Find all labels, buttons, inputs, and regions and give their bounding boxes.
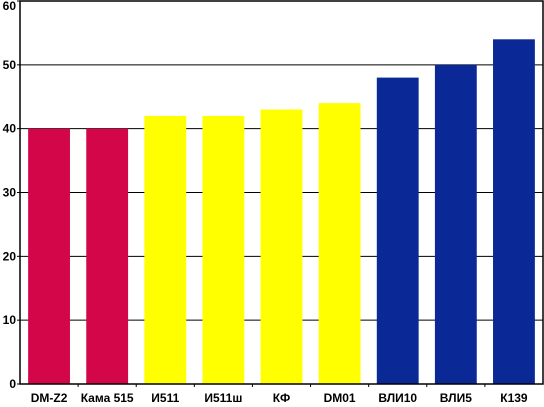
x-tick-label: И511ш <box>204 391 242 405</box>
bar <box>202 115 245 385</box>
x-axis-ticks: DM-Z2 Кама 515 И511 И511ш КФ DM01 ВЛИ10 ВЛИ5 К13… <box>31 384 528 405</box>
y-axis-ticks: 0 10 20 30 40 50 60 <box>3 0 20 391</box>
bar <box>434 64 477 384</box>
bar <box>318 103 361 384</box>
bar <box>86 128 129 384</box>
x-tick-label: Кама 515 <box>81 391 134 405</box>
x-tick-label: ВЛИ5 <box>440 391 472 405</box>
bar <box>493 39 535 385</box>
y-tick-label: 10 <box>3 313 17 327</box>
y-tick-label: 50 <box>3 58 17 72</box>
x-tick-label: DM01 <box>324 391 356 405</box>
bar <box>376 77 419 384</box>
y-tick-label: 20 <box>3 249 17 263</box>
y-tick-label: 0 <box>9 377 16 391</box>
bars <box>28 39 535 385</box>
x-tick-label: ВЛИ10 <box>378 391 417 405</box>
bar <box>260 109 303 385</box>
y-tick-label: 30 <box>3 186 17 200</box>
x-tick-label: К139 <box>500 391 528 405</box>
bar <box>144 115 187 385</box>
x-tick-label: КФ <box>273 391 290 405</box>
x-tick-label: И511 <box>151 391 179 405</box>
bar <box>28 128 70 384</box>
y-tick-label: 60 <box>3 0 17 13</box>
y-tick-label: 40 <box>3 122 17 136</box>
x-tick-label: DM-Z2 <box>31 391 68 405</box>
